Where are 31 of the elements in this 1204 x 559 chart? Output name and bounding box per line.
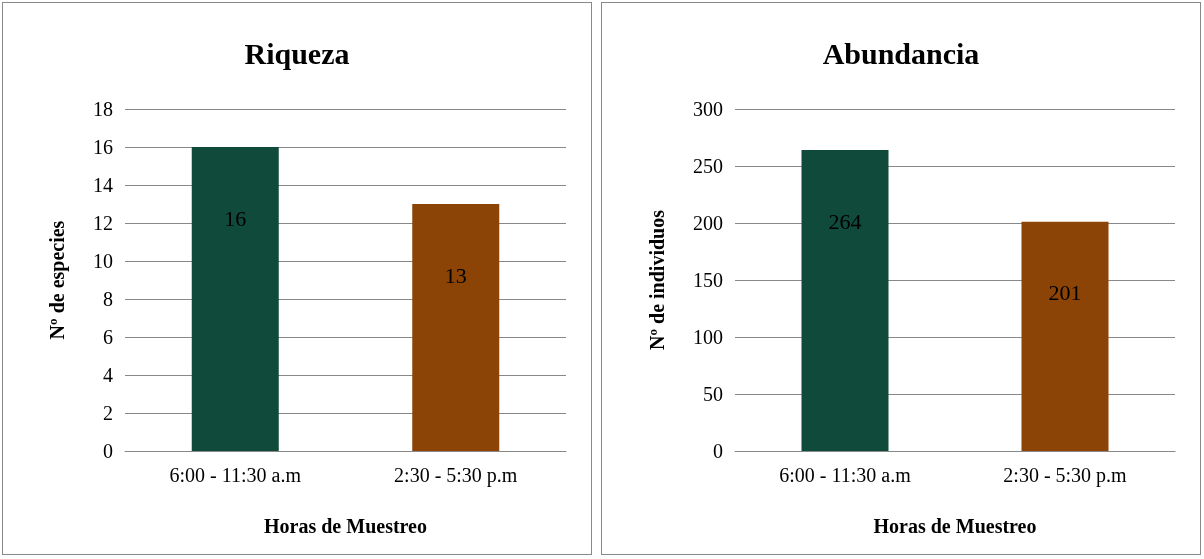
x-tick-label: 2:30 - 5:30 p.m xyxy=(1003,464,1128,487)
x-tick-label: 6:00 - 11:30 a.m xyxy=(779,464,912,486)
y-axis-title: Nº de individuos xyxy=(646,209,668,350)
y-axis-title: Nº de especies xyxy=(46,220,69,340)
y-tick-label: 300 xyxy=(693,98,723,120)
x-tick-label: 6:00 - 11:30 a.m xyxy=(169,464,302,486)
data-label: 264 xyxy=(828,208,862,234)
x-axis-title: Horas de Muestreo xyxy=(264,515,427,537)
y-tick-label: 10 xyxy=(93,250,113,272)
chart-title: Riqueza xyxy=(244,36,350,70)
data-label: 201 xyxy=(1048,280,1082,306)
y-tick-label: 14 xyxy=(93,174,113,196)
y-tick-label: 250 xyxy=(693,155,723,177)
y-tick-label: 6 xyxy=(103,326,113,348)
chart-title: Abundancia xyxy=(822,36,980,70)
x-tick-label: 2:30 - 5:30 p.m xyxy=(394,464,518,487)
y-tick-label: 150 xyxy=(693,269,723,291)
y-tick-label: 0 xyxy=(103,440,113,462)
y-tick-label: 100 xyxy=(693,326,723,348)
y-tick-label: 2 xyxy=(103,402,113,424)
y-tick-label: 18 xyxy=(93,98,113,120)
data-label: 13 xyxy=(444,262,467,288)
y-tick-label: 200 xyxy=(693,212,723,234)
y-tick-label: 16 xyxy=(93,136,113,158)
y-tick-label: 50 xyxy=(703,383,723,405)
y-tick-label: 4 xyxy=(103,364,113,386)
y-tick-label: 8 xyxy=(103,288,113,310)
data-label: 16 xyxy=(224,205,247,231)
x-axis-title: Horas de Muestreo xyxy=(873,515,1037,537)
y-tick-label: 12 xyxy=(93,212,113,234)
y-tick-label: 0 xyxy=(713,440,723,462)
